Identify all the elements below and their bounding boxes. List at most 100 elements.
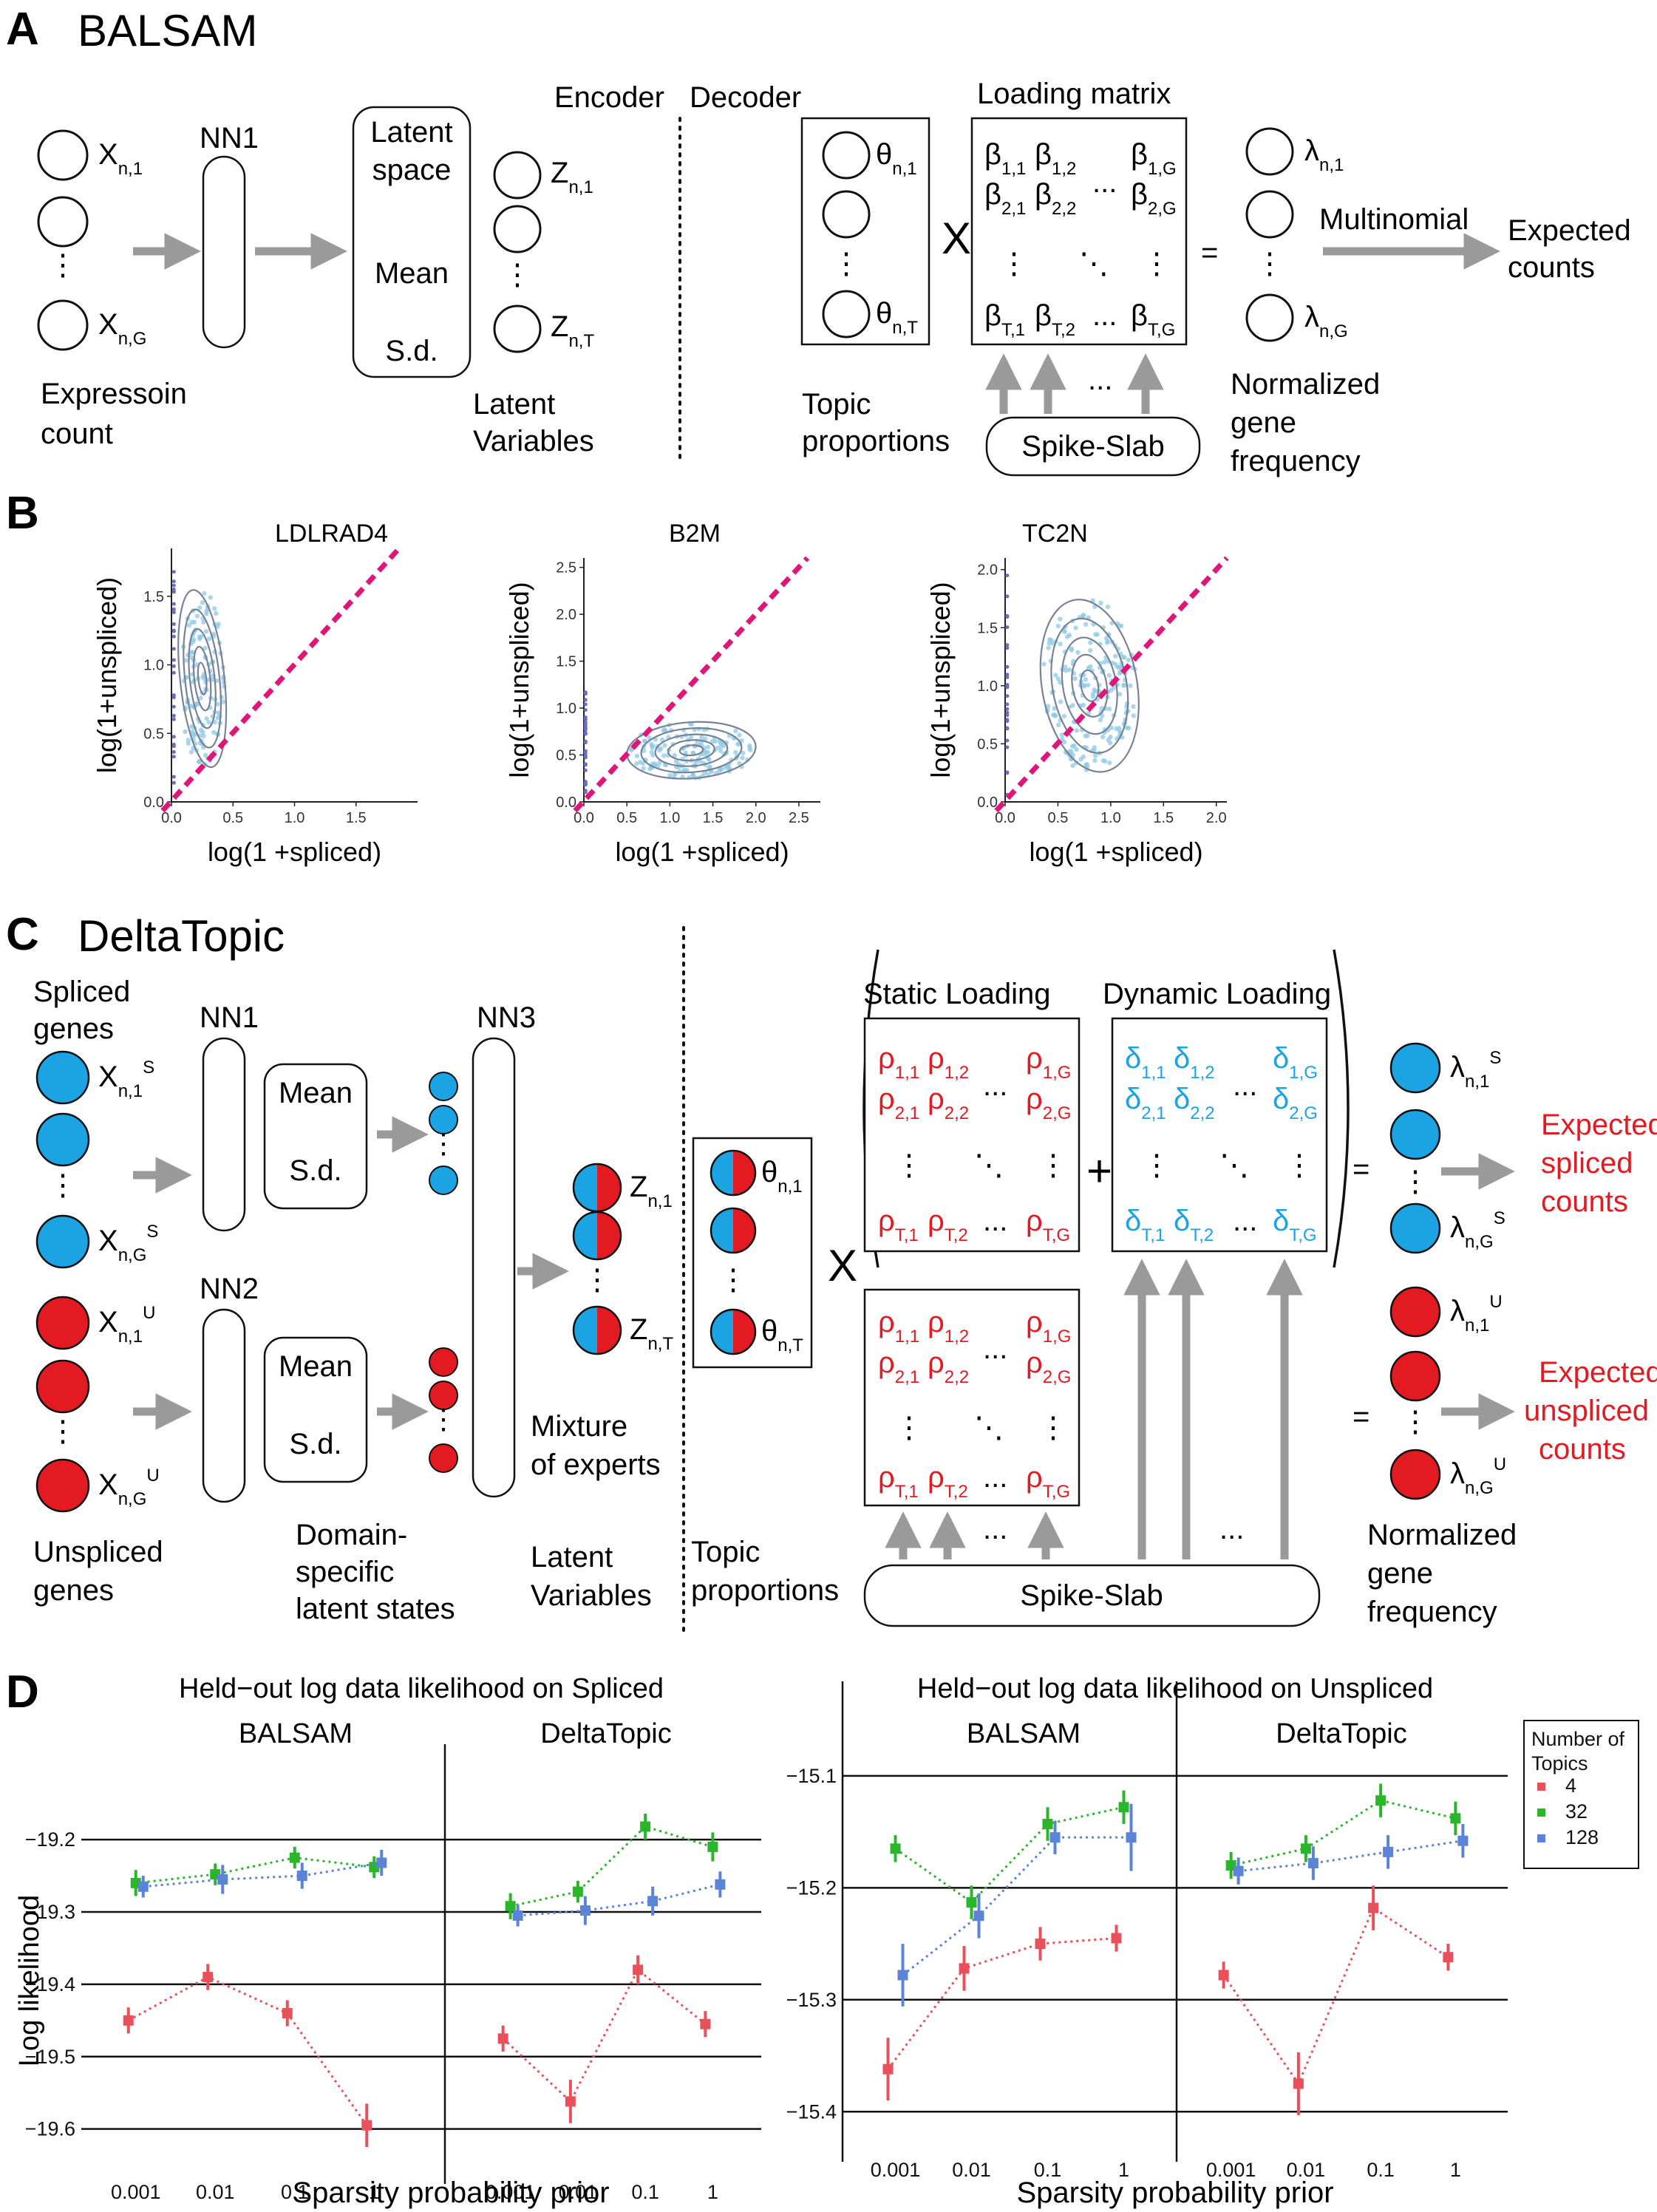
unspliced-static-loading-matrix (863, 1288, 1081, 1507)
likelihood-xlabel: Sparsity probability prior (1016, 2177, 1333, 2209)
c-normalized-1: Normalized (1367, 1519, 1517, 1551)
rho-s-t-2: ρT,2 (928, 1205, 968, 1245)
spliced-state-n (429, 1165, 458, 1195)
zero-spliced-point (583, 753, 588, 758)
zero-spliced-point (583, 780, 588, 784)
scatter-point (1117, 726, 1122, 731)
z2-unspliced-half (597, 1212, 621, 1259)
a-spike-slab-box (985, 416, 1201, 477)
data-point (123, 2015, 134, 2026)
beta-t-1: βT,1 (984, 299, 1025, 340)
delta-1-g: δ1,G (1273, 1042, 1318, 1083)
y-tick-label: 1.0 (556, 701, 576, 717)
z-node-2 (493, 205, 542, 253)
zero-spliced-point (1005, 726, 1010, 730)
a-latent-variables-1: Latent (473, 388, 555, 421)
lambda-s-node-1 (1389, 1042, 1441, 1094)
expected-counts-1: Expected (1508, 214, 1631, 247)
scatter-point (1053, 673, 1058, 678)
rho-u-2-1: ρ2,1 (878, 1347, 919, 1387)
zero-spliced-point (1005, 574, 1010, 578)
scatter-point (1126, 657, 1131, 663)
zero-spliced-point (171, 744, 176, 749)
zero-spliced-point (1005, 702, 1010, 707)
data-point (1118, 1802, 1129, 1813)
scatter-point (741, 750, 746, 756)
scatter-point (202, 591, 207, 596)
scatter-point (657, 747, 662, 753)
x-tick-label: 0.001 (486, 2181, 536, 2203)
scatter-point (699, 735, 704, 740)
lambda-u-node-g (1389, 1449, 1441, 1500)
scatter-point (1070, 752, 1075, 758)
dynamic-ddots: ⋱ (1219, 1149, 1249, 1182)
series-line-128 (1238, 1840, 1463, 1873)
scatter-point (206, 720, 211, 725)
scatter-point (721, 743, 727, 748)
scatter-ylabel: log(1+unspliced) (92, 577, 122, 773)
scatter-plot-1: LDLRAD4 0.0 0.5 1.0 1.5 0.0 0.5 1.0 1.5 log(1 +sp… (92, 520, 418, 867)
beta-vdots-g: ⋮ (1142, 248, 1171, 280)
c-spike-slab-box (863, 1564, 1321, 1627)
data-point (890, 1843, 901, 1854)
theta-node-2 (822, 190, 871, 239)
scatter-point (662, 743, 667, 748)
c-normalized-3: frequency (1367, 1596, 1497, 1628)
spliced-mean: Mean (279, 1077, 353, 1109)
x-tick-label: 1.0 (1100, 810, 1121, 826)
data-point (505, 1901, 516, 1912)
xu-vdots: ⋮ (48, 1415, 78, 1448)
dynamic-matrix-entries: δ1,1 δ1,2 δ1,G δ2,1 δ2,2 δ2,G δT,1 δT,2 … (1125, 1042, 1318, 1245)
zero-spliced-point (1005, 673, 1010, 677)
rho-u-1-2: ρ1,2 (928, 1306, 969, 1347)
scatter-point (1041, 661, 1047, 667)
theta-node-1 (822, 131, 871, 180)
scatter-point (689, 735, 694, 740)
expression-count-label-2: count (41, 418, 113, 450)
unspliced-mean-sd-box (263, 1336, 368, 1483)
x-tick-label: 1.0 (659, 810, 680, 826)
spliced-genes-2: genes (33, 1013, 114, 1045)
c-spike-dots-1: ... (983, 1513, 1007, 1545)
density-contour (1050, 617, 1129, 754)
scatter-point (634, 753, 640, 759)
y-tick-label: 1.5 (143, 589, 164, 605)
zt-unspliced-half (597, 1307, 621, 1354)
rho-u-1-g: ρ1,G (1026, 1306, 1071, 1347)
static-matrix-entries: ρ1,1 ρ1,2 ρ1,G ρ2,1 ρ2,2 ρ2,G ρT,1 ρT,2 … (878, 1042, 1071, 1245)
zero-spliced-point (1005, 684, 1010, 689)
zero-spliced-point (1005, 707, 1010, 711)
x-node-1 (37, 129, 89, 181)
ctheta-vdots: ⋮ (718, 1264, 748, 1296)
density-contour (183, 608, 222, 749)
c-times: X (828, 1241, 857, 1290)
zero-spliced-point (1005, 771, 1010, 775)
beta-2-1: β2,1 (984, 178, 1026, 219)
expected-unspliced-3: counts (1539, 1433, 1626, 1466)
zt-spliced-half (574, 1307, 597, 1354)
panel-b-letter: B (6, 488, 39, 539)
scatter-point (735, 741, 741, 746)
zero-spliced-point (583, 768, 588, 772)
xu-label-1: Xn,1U (98, 1303, 155, 1347)
scatter-point (1058, 642, 1063, 647)
lambda-node-2 (1245, 190, 1294, 239)
unspliced-state-n (429, 1443, 458, 1473)
c-nn1-label: NN1 (200, 1001, 259, 1034)
xs-node-1 (35, 1050, 90, 1105)
scatter-point (1106, 707, 1112, 712)
scatter-point (747, 745, 752, 751)
latent-space-box (352, 106, 472, 378)
zero-spliced-point (171, 780, 176, 785)
zero-spliced-point (171, 579, 176, 584)
scatter-point (1070, 763, 1075, 769)
scatter-point (197, 605, 203, 610)
scatter-point (1070, 703, 1075, 708)
x-node-g (37, 299, 89, 351)
series-line-128 (517, 1883, 721, 1917)
spliced-state-1 (429, 1072, 458, 1101)
rho-u-t-2: ρT,2 (928, 1461, 968, 1502)
expected-unspliced-2: unspliced (1524, 1395, 1649, 1427)
scatter-point (186, 622, 192, 628)
